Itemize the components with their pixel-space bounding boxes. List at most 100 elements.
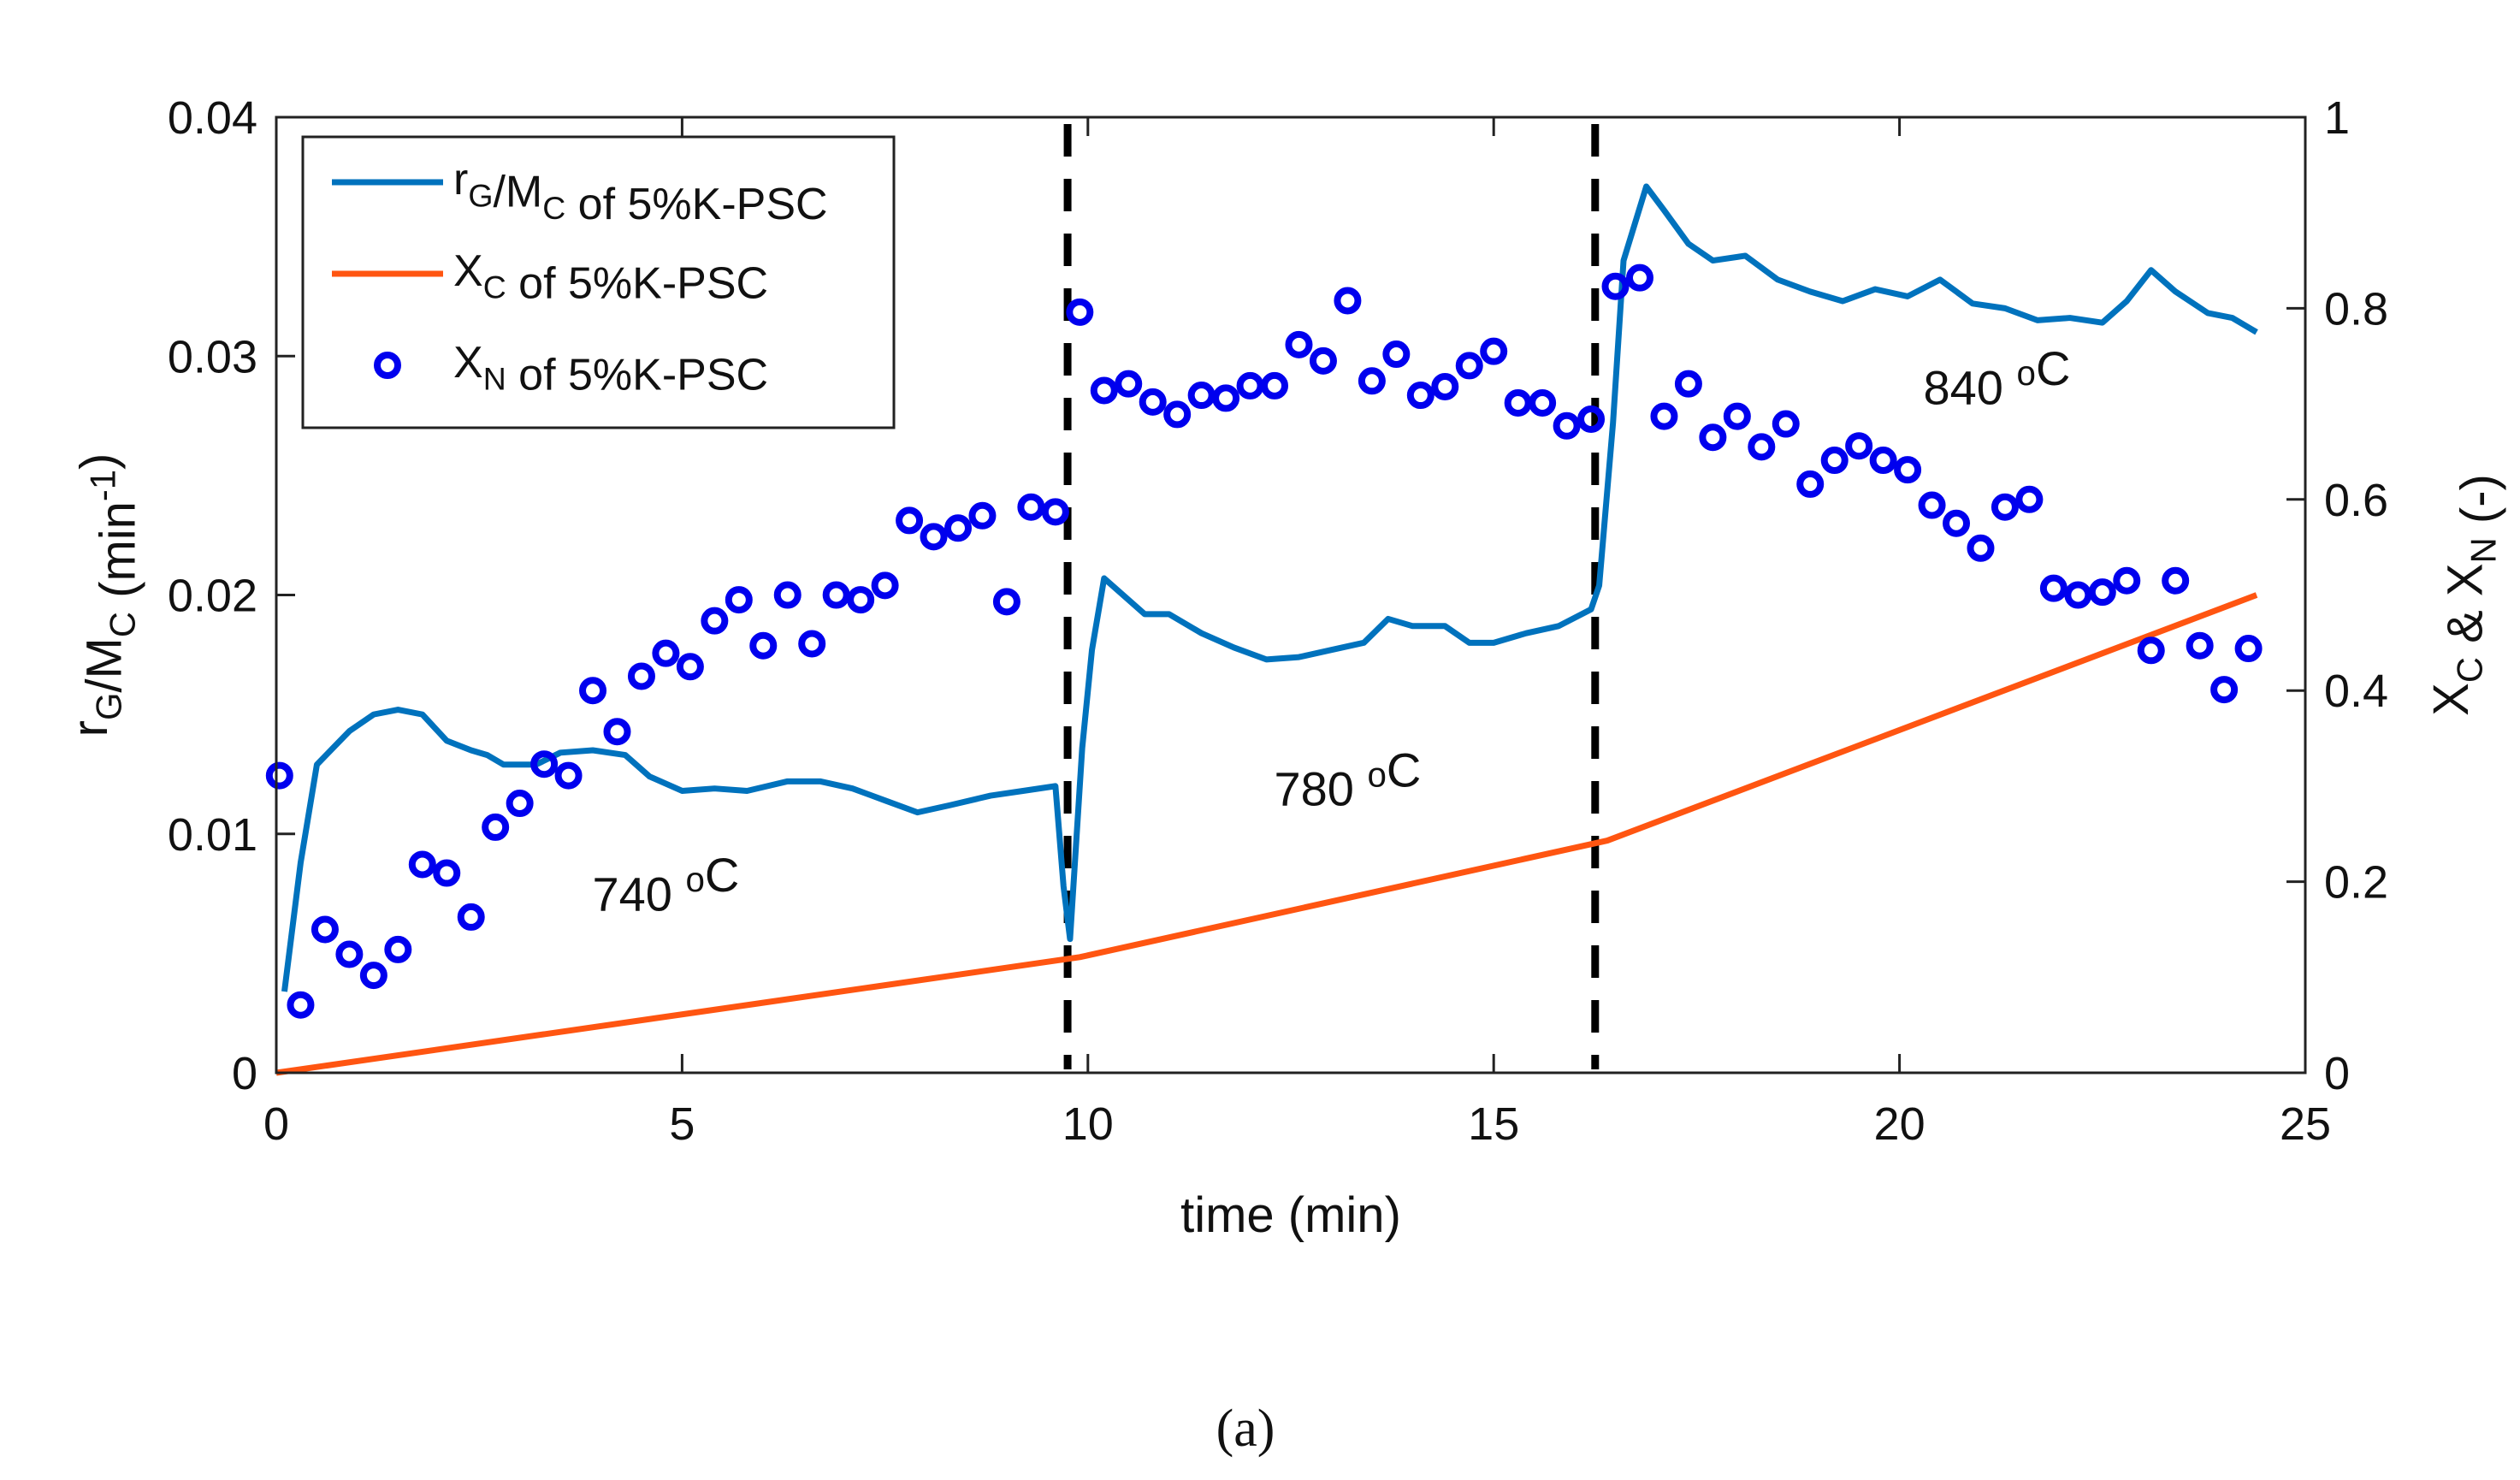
xn-data-point <box>725 586 753 614</box>
xn-data-point <box>1845 432 1873 460</box>
xn-data-point <box>1504 388 1532 417</box>
y-right-tick-label: 0.6 <box>2324 475 2388 526</box>
xn-data-point <box>1212 384 1240 412</box>
xn-data-point <box>676 653 704 681</box>
xn-data-point <box>1139 388 1167 416</box>
xn-data-point <box>944 514 972 542</box>
axes: 0 5 10 15 20 2500.010.020.030.0400.20.40.60.8… <box>62 92 2506 1150</box>
xn-data-point <box>1967 534 1995 562</box>
xn-data-point <box>2113 566 2141 595</box>
xn-data-point <box>1017 493 1045 521</box>
xn-data-point <box>2234 635 2263 663</box>
xn-data-point <box>1674 370 1702 398</box>
x-tick-label: 20 <box>1874 1098 1925 1150</box>
xn-data-point <box>992 588 1020 616</box>
xn-data-point <box>871 571 899 600</box>
xn-data-point <box>1090 376 1118 405</box>
xn-data-point <box>311 915 339 944</box>
xn-data-point <box>847 586 875 614</box>
xn-data-point <box>1115 370 1143 398</box>
xn-data-point <box>1529 388 1557 417</box>
xn-data-point <box>1236 371 1264 400</box>
xn-data-point <box>2064 581 2092 609</box>
y-right-tick-label: 0.2 <box>2324 857 2388 909</box>
legend-label: XN of 5%K-PSC <box>453 338 768 400</box>
xn-data-point <box>1869 447 1897 475</box>
series-rg-mc-line <box>281 183 2258 992</box>
x-tick-label: 10 <box>1062 1098 1114 1150</box>
xn-data-point <box>1261 371 1289 400</box>
temperature-annotation: 740 oC <box>592 848 739 921</box>
xn-data-point <box>652 639 680 667</box>
xn-data-point <box>1943 509 1971 537</box>
figure-caption: (a) <box>1216 1400 1275 1458</box>
y-right-tick-label: 1 <box>2324 92 2350 144</box>
xn-data-point <box>1601 272 1630 300</box>
xn-data-point <box>701 607 729 635</box>
xn-data-point <box>1820 447 1849 475</box>
x-tick-label: 25 <box>2280 1098 2331 1150</box>
xn-data-point <box>433 859 461 887</box>
xn-data-point <box>968 501 997 530</box>
xn-data-point <box>1163 400 1192 429</box>
xn-data-point <box>265 761 293 790</box>
series-xc-line <box>275 592 2258 1076</box>
plot-lines: 740 oC 780 oC 840 oC <box>265 124 2263 1076</box>
y-left-tick-label: 0.04 <box>168 92 257 144</box>
xn-data-point <box>1455 352 1483 380</box>
xn-data-point <box>2088 578 2116 607</box>
xn-data-point <box>798 630 826 658</box>
xn-data-point <box>384 935 412 963</box>
xn-data-point <box>773 581 802 609</box>
xn-data-point <box>2137 636 2165 665</box>
y-right-tick-label: 0.8 <box>2324 283 2388 334</box>
xn-data-point <box>2039 574 2067 602</box>
xn-data-point <box>287 991 315 1019</box>
x-tick-label: 0 <box>263 1098 289 1150</box>
xn-data-point <box>2186 631 2214 660</box>
xn-data-point <box>530 750 559 778</box>
y-right-tick-label: 0.4 <box>2324 666 2388 717</box>
xn-data-point <box>1650 402 1678 430</box>
legend-label: rG/MC of 5%K-PSC <box>453 155 828 229</box>
xn-data-point <box>1382 340 1411 369</box>
xn-data-point <box>822 581 850 609</box>
y-left-tick-label: 0.02 <box>168 571 257 622</box>
xn-data-point <box>408 850 436 879</box>
xn-data-point <box>1041 498 1069 526</box>
y-right-axis-label: XC & XN (-) <box>2423 474 2506 716</box>
xn-data-point <box>2162 566 2190 595</box>
y-left-axis-label: rG/MC (min-1) <box>62 453 145 737</box>
xn-data-point <box>1699 423 1727 452</box>
xn-data-point <box>603 718 631 746</box>
xn-data-point <box>749 631 778 660</box>
xn-data-point <box>1285 330 1313 358</box>
xn-data-point <box>1406 382 1435 410</box>
x-tick-label: 5 <box>669 1098 695 1150</box>
xn-data-point <box>457 903 485 931</box>
xn-data-point <box>1796 470 1825 498</box>
xn-data-point <box>1358 367 1386 395</box>
xn-data-point <box>1553 411 1581 440</box>
xn-data-point <box>1991 493 2019 521</box>
xn-data-point <box>1334 287 1362 315</box>
xn-data-point <box>920 523 948 551</box>
xn-data-point <box>506 790 534 818</box>
xn-data-point <box>554 761 583 790</box>
xn-data-point <box>1480 337 1508 365</box>
xn-data-point <box>1577 405 1606 433</box>
xn-data-point <box>579 677 607 705</box>
xn-data-point <box>359 962 387 990</box>
xn-data-point <box>2210 676 2239 704</box>
xn-data-point <box>335 940 364 968</box>
legend-label: XC of 5%K-PSC <box>453 246 768 309</box>
xn-data-point <box>1894 456 1922 484</box>
xn-data-point <box>2015 485 2044 513</box>
xn-data-point <box>1748 433 1776 461</box>
xn-data-point <box>1918 491 1946 519</box>
y-left-tick-label: 0 <box>232 1048 257 1099</box>
xn-data-point <box>1625 263 1653 292</box>
xn-data-point <box>482 813 510 841</box>
xn-data-point <box>1772 410 1800 438</box>
legend: rG/MC of 5%K-PSC XC of 5%K-PSC XN of 5%K-P… <box>301 135 896 429</box>
